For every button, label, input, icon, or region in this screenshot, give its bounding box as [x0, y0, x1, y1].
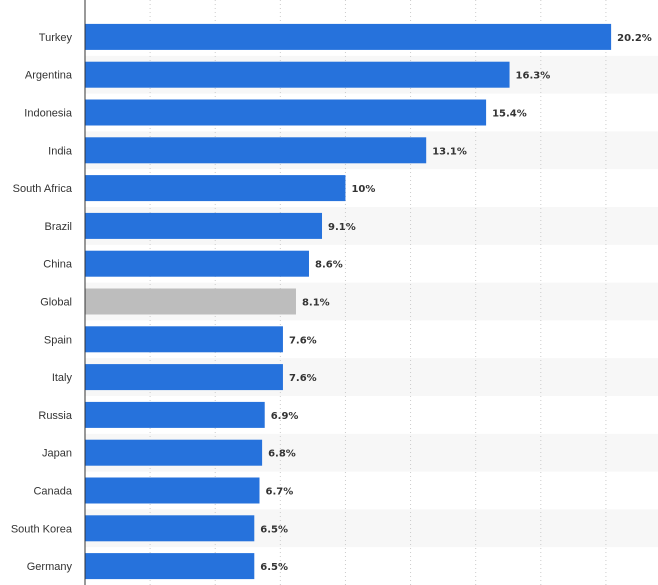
- category-label: China: [43, 259, 73, 271]
- bar-south-korea: [85, 515, 255, 542]
- value-label: 6.7%: [266, 487, 294, 498]
- category-label: South Korea: [11, 523, 73, 535]
- category-label: Spain: [44, 334, 72, 346]
- category-label: Canada: [33, 486, 72, 498]
- value-label: 6.5%: [260, 562, 288, 573]
- value-label: 9.1%: [328, 222, 356, 233]
- bar-turkey: [85, 23, 612, 50]
- bar-argentina: [85, 61, 510, 88]
- category-label: Russia: [38, 410, 73, 422]
- category-label: Brazil: [44, 221, 72, 233]
- value-label: 6.5%: [260, 524, 288, 535]
- value-label: 10%: [351, 184, 375, 195]
- value-label: 8.6%: [315, 260, 343, 271]
- value-label: 20.2%: [617, 33, 652, 44]
- bars: [85, 23, 612, 580]
- category-label: Argentina: [25, 70, 73, 82]
- category-label: Germany: [27, 561, 73, 573]
- bar-italy: [85, 364, 283, 391]
- value-labels: 20.2% 16.3% 15.4% 13.1% 10% 9.1% 8.6% 8.1% 7.6% 7…: [260, 33, 652, 573]
- bar-canada: [85, 477, 260, 504]
- bar-global: [85, 288, 296, 315]
- bar-japan: [85, 439, 263, 466]
- bar-india: [85, 137, 427, 164]
- category-label: Global: [40, 297, 72, 309]
- value-label: 6.9%: [271, 411, 299, 422]
- bar-russia: [85, 401, 265, 428]
- category-label: Indonesia: [24, 108, 73, 120]
- category-label: Japan: [42, 448, 72, 460]
- bar-china: [85, 250, 309, 277]
- bar-indonesia: [85, 99, 487, 126]
- bar-germany: [85, 553, 255, 580]
- value-label: 15.4%: [492, 109, 527, 120]
- category-labels: Turkey Argentina Indonesia India South Afric…: [11, 32, 73, 573]
- bar-south-africa: [85, 175, 346, 202]
- value-label: 7.6%: [289, 373, 317, 384]
- category-label: Turkey: [39, 32, 73, 44]
- category-label: Italy: [52, 372, 73, 384]
- value-label: 6.8%: [268, 449, 296, 460]
- category-label: South Africa: [13, 183, 73, 195]
- value-label: 8.1%: [302, 298, 330, 309]
- bar-brazil: [85, 212, 323, 239]
- value-label: 7.6%: [289, 335, 317, 346]
- value-label: 16.3%: [516, 71, 551, 82]
- value-label: 13.1%: [432, 146, 467, 157]
- category-label: India: [48, 145, 73, 157]
- bar-spain: [85, 326, 283, 353]
